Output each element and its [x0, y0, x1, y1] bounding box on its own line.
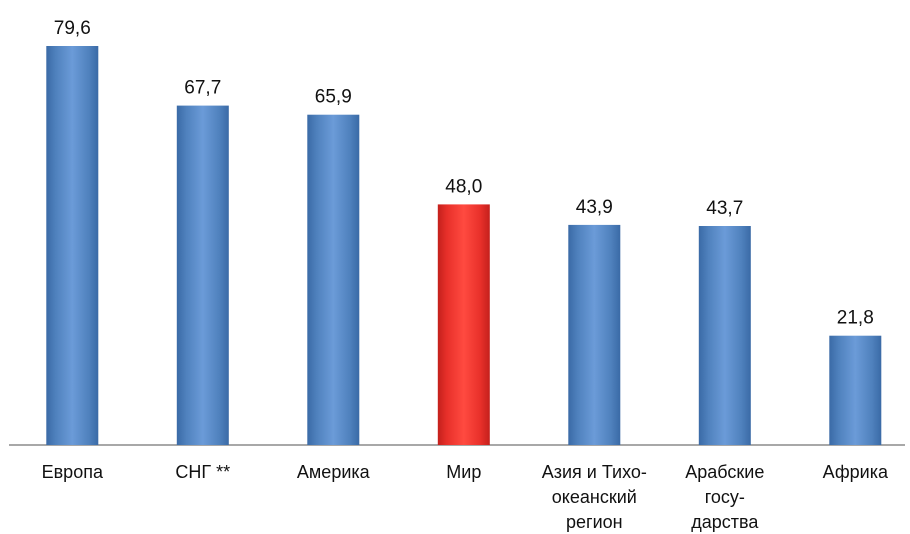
category-label-1: Европа [42, 462, 104, 482]
bar-3 [307, 114, 360, 445]
category-label-line: дарства [691, 512, 759, 532]
category-label-4: Мир [446, 462, 481, 482]
bar-5 [568, 224, 621, 445]
category-label-3: Америка [297, 462, 371, 482]
category-label-line: Арабские [685, 462, 764, 482]
value-label-1: 79,6 [54, 18, 91, 39]
value-label-4: 48,0 [445, 176, 482, 197]
category-label-line: Азия и Тихо- [542, 462, 647, 482]
category-label-2: СНГ ** [175, 462, 230, 482]
category-label-line: СНГ ** [175, 462, 230, 482]
bar-7 [829, 335, 882, 445]
value-label-3: 65,9 [315, 87, 352, 108]
category-label-7: Африка [823, 462, 889, 482]
category-label-5: Азия и Тихо-океанский регион [542, 462, 647, 532]
category-label-line: океанский [552, 487, 637, 507]
category-label-line: Мир [446, 462, 481, 482]
bar-6 [698, 226, 751, 445]
value-label-7: 21,8 [837, 308, 874, 329]
bar-2 [176, 105, 229, 445]
category-label-line: регион [566, 512, 623, 532]
category-label-line: госу- [705, 487, 745, 507]
category-label-line: Америка [297, 462, 371, 482]
bar-4 [437, 204, 490, 445]
bar-1 [46, 46, 99, 445]
value-label-5: 43,9 [576, 197, 613, 218]
category-label-line: Африка [823, 462, 889, 482]
category-label-line: Европа [42, 462, 104, 482]
category-label-6: Арабские госу-дарства [685, 462, 764, 532]
value-label-2: 67,7 [184, 78, 221, 99]
value-label-6: 43,7 [706, 198, 743, 219]
